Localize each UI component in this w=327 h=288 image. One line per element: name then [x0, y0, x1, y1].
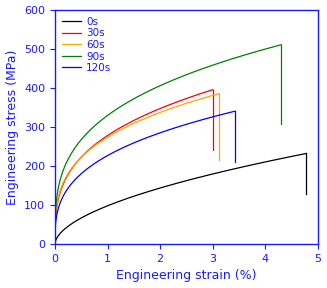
- 30s: [72, 164, 76, 167]
- 120s: [233, 109, 237, 113]
- 0s: [211, 172, 215, 176]
- 0s: [53, 242, 57, 246]
- 120s: [183, 123, 187, 126]
- 60s: [107, 135, 111, 138]
- 60s: [53, 242, 57, 246]
- 90s: [143, 91, 146, 95]
- Line: 60s: 60s: [55, 94, 219, 244]
- 60s: [73, 163, 77, 166]
- 90s: [195, 69, 199, 72]
- 60s: [156, 111, 160, 115]
- 90s: [279, 43, 283, 46]
- 90s: [80, 137, 84, 140]
- Line: 0s: 0s: [55, 154, 306, 244]
- 30s: [115, 128, 119, 131]
- 60s: [118, 128, 122, 132]
- 120s: [184, 123, 188, 126]
- 30s: [152, 109, 156, 113]
- 120s: [75, 176, 78, 180]
- Legend: 0s, 30s, 60s, 90s, 120s: 0s, 30s, 60s, 90s, 120s: [60, 15, 113, 75]
- 90s: [216, 62, 220, 65]
- 30s: [167, 103, 171, 107]
- Line: 30s: 30s: [55, 90, 213, 244]
- 0s: [236, 166, 240, 170]
- Line: 90s: 90s: [55, 45, 281, 244]
- 60s: [217, 92, 221, 95]
- 90s: [127, 100, 130, 103]
- 0s: [234, 167, 238, 170]
- 90s: [53, 242, 57, 246]
- 30s: [53, 242, 57, 246]
- 60s: [172, 106, 176, 109]
- 120s: [166, 128, 170, 132]
- 120s: [124, 145, 128, 148]
- 0s: [83, 214, 87, 218]
- X-axis label: Engineering strain (%): Engineering strain (%): [116, 270, 257, 283]
- 120s: [53, 242, 57, 246]
- 0s: [135, 194, 139, 197]
- 30s: [211, 88, 215, 92]
- 0s: [304, 152, 308, 155]
- 60s: [171, 106, 175, 109]
- Line: 120s: 120s: [55, 111, 235, 244]
- 0s: [153, 188, 157, 192]
- 30s: [168, 103, 172, 107]
- 90s: [217, 61, 221, 65]
- 120s: [112, 151, 115, 154]
- Y-axis label: Engineering stress (MPa): Engineering stress (MPa): [6, 49, 19, 204]
- 30s: [104, 134, 108, 138]
